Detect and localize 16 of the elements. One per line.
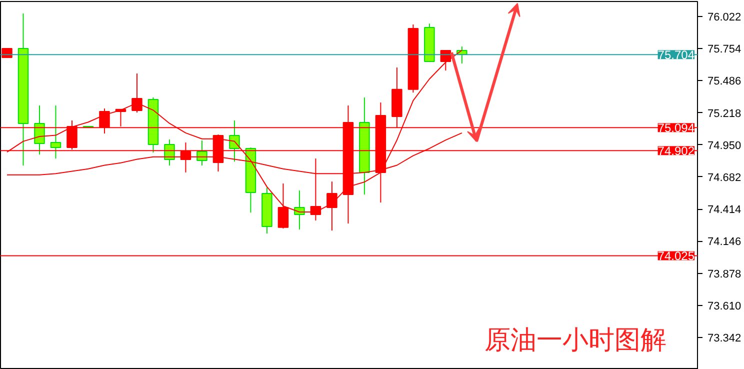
y-tick-label: 73.342 <box>708 332 742 345</box>
y-tick-label: 75.218 <box>708 108 742 120</box>
y-tick-label: 73.610 <box>708 300 742 312</box>
y-tick-label: 75.486 <box>708 76 742 88</box>
y-tick-label: 73.878 <box>708 268 742 280</box>
y-tick-label: 74.414 <box>708 204 742 216</box>
ref-line-label: 75.704 <box>658 48 695 62</box>
y-tick-label: 76.022 <box>708 11 742 24</box>
ref-line-label: 74.902 <box>658 144 695 158</box>
y-tick-label: 74.146 <box>708 236 742 248</box>
ref-line-label: 74.025 <box>658 249 695 264</box>
y-tick-label: 74.950 <box>708 140 742 152</box>
ref-line-label: 75.094 <box>658 121 695 136</box>
y-tick-label: 75.754 <box>708 44 742 56</box>
y-tick-label: 74.682 <box>708 172 742 184</box>
text: 原油一小时图解 <box>484 326 666 356</box>
